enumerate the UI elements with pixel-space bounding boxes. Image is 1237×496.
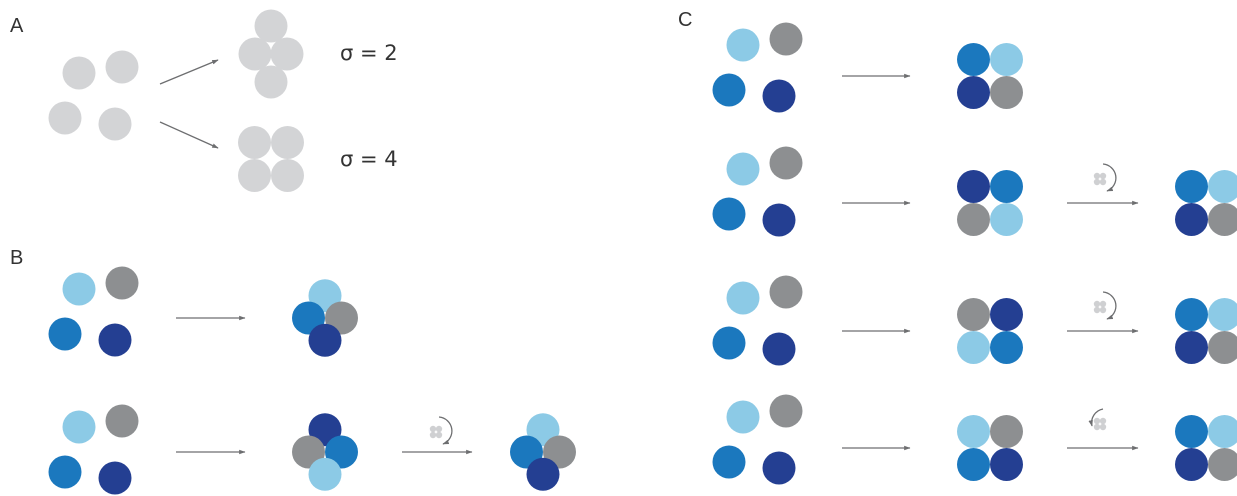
panel-a-sigma2-subunit (238, 37, 272, 71)
panel-b-row2-assembly-subunit (308, 457, 342, 491)
panel-b-row1-monomer-subunit (98, 323, 132, 357)
panel-c-row3-result-subunit (1175, 331, 1208, 364)
panel-b-row2-monomer-subunit (62, 410, 96, 444)
panel-a-sigma4-subunit (271, 159, 304, 192)
panel-c-row3-monomer-subunit (769, 275, 803, 309)
panel-c-row4-monomer-subunit (769, 394, 803, 428)
panel-c-row2-result-subunit (1208, 170, 1237, 203)
diagram-shapes (48, 9, 1237, 495)
panel-b-row2-monomer-subunit (105, 404, 139, 438)
panel-c-row4-result-subunit (1175, 415, 1208, 448)
panel-c-row3-monomer-subunit (726, 281, 760, 315)
panel-c-row2-result-subunit (1208, 203, 1237, 236)
panel-b-row2-monomer-subunit (98, 461, 132, 495)
panel-c-row1-monomer-subunit (712, 73, 746, 107)
panel-c-row4-result-subunit (1175, 448, 1208, 481)
panel-b-letter: B (10, 247, 23, 269)
panel-a-monomer-subunit (62, 56, 96, 90)
panel-c-row3-assembly-subunit (990, 298, 1023, 331)
panel-c-row3-assembly-subunit (990, 331, 1023, 364)
panel-c-row2-assembly-subunit (957, 170, 990, 203)
panel-c-row1-monomer-subunit (769, 22, 803, 56)
rotation-arrow-icon (1102, 163, 1117, 192)
sigma-4-label: σ = 4 (340, 147, 398, 171)
panel-c-row1-assembly-subunit (957, 76, 990, 109)
panel-c-row2-monomer-subunit (769, 146, 803, 180)
panel-c-row3-assembly-subunit (957, 331, 990, 364)
panel-c-row1-assembly-subunit (990, 43, 1023, 76)
tetramer-glyph-icon (1093, 172, 1107, 186)
panel-c-row4-assembly-subunit (990, 415, 1023, 448)
panel-c-row3-monomer-subunit (762, 332, 796, 366)
panel-a-letter: A (10, 15, 24, 37)
panel-a-sigma4-subunit (238, 126, 271, 159)
panel-c-row3-result-subunit (1175, 298, 1208, 331)
panel-c-row4-result-subunit (1208, 448, 1237, 481)
panel-c-row3-result-subunit (1208, 298, 1237, 331)
panel-c-row2-result-subunit (1175, 203, 1208, 236)
panel-c-row4-rotation-icon (1088, 408, 1107, 431)
panel-c-row4-assembly-subunit (957, 415, 990, 448)
panel-c-row2-monomer-subunit (762, 203, 796, 237)
panel-a-monomer-subunit (98, 107, 132, 141)
panel-c-row2-monomer-subunit (712, 197, 746, 231)
panel-a-monomer-subunit (48, 101, 82, 135)
panel-a-sigma2-subunit (270, 37, 304, 71)
panel-c-row4-monomer-subunit (762, 451, 796, 485)
panel-c-row1-monomer-subunit (726, 28, 760, 62)
panel-c-row4-monomer-subunit (726, 400, 760, 434)
panel-c-row2-result-subunit (1175, 170, 1208, 203)
panel-c-row4-assembly-subunit (957, 448, 990, 481)
panel-c-row1-assembly-subunit (990, 76, 1023, 109)
tetramer-glyph-icon (1093, 417, 1107, 431)
panel-c-row4-result-subunit (1208, 415, 1237, 448)
panel-c-row3-assembly-subunit (957, 298, 990, 331)
rotation-arrow-icon (1088, 408, 1104, 427)
panel-a-sigma4-subunit (271, 126, 304, 159)
panel-b-row2-monomer-subunit (48, 455, 82, 489)
rotation-arrow-icon (438, 416, 453, 445)
panel-b-row1-monomer-subunit (48, 317, 82, 351)
panel-c-row2-assembly-subunit (990, 203, 1023, 236)
panel-a-arrow-lower (159, 121, 219, 149)
panel-b-row1-monomer-subunit (105, 266, 139, 300)
panel-c-row3-rotation-icon (1093, 291, 1117, 320)
panel-a-sigma2-subunit (254, 9, 288, 43)
panel-b-row1-assembly-subunit (308, 323, 342, 357)
panel-c-row1-monomer-subunit (762, 79, 796, 113)
panel-b-rotation-icon (429, 416, 453, 445)
panel-b-row2-result-subunit (526, 457, 560, 491)
panel-b-row1-monomer-subunit (62, 272, 96, 306)
panel-c-row2-assembly-subunit (957, 203, 990, 236)
panel-c-row4-monomer-subunit (712, 445, 746, 479)
panel-a-sigma4-subunit (238, 159, 271, 192)
panel-c-row2-monomer-subunit (726, 152, 760, 186)
panel-c-letter: C (678, 9, 692, 31)
panel-c-row1-assembly-subunit (957, 43, 990, 76)
panel-a-arrow-upper (159, 59, 219, 85)
panel-a-sigma2-subunit (254, 65, 288, 99)
tetramer-glyph-icon (1093, 300, 1107, 314)
panel-c-row2-assembly-subunit (990, 170, 1023, 203)
panel-c-row3-monomer-subunit (712, 326, 746, 360)
tetramer-glyph-icon (429, 425, 443, 439)
panel-c-row4-assembly-subunit (990, 448, 1023, 481)
rotation-arrow-icon (1102, 291, 1117, 320)
panel-c-row3-result-subunit (1208, 331, 1237, 364)
sigma-2-label: σ = 2 (340, 41, 398, 65)
panel-a-monomer-subunit (105, 50, 139, 84)
panel-c-row2-rotation-icon (1093, 163, 1117, 192)
